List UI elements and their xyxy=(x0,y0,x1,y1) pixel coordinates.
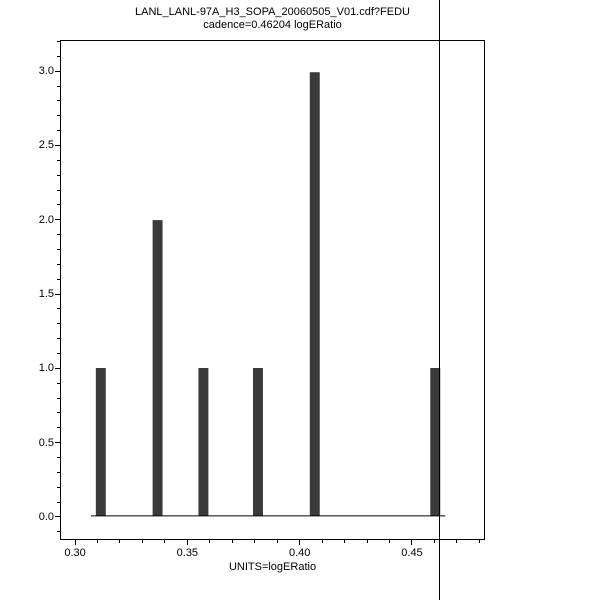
y-minor-tick xyxy=(57,55,60,57)
bar xyxy=(152,220,163,516)
chart-subtitle: cadence=0.46204 logERatio xyxy=(203,19,342,31)
chart-title: LANL_LANL-97A_H3_SOPA_20060505_V01.cdf?F… xyxy=(135,6,410,18)
cadence-marker-line xyxy=(439,0,441,600)
bars-canvas xyxy=(90,72,446,517)
y-minor-tick xyxy=(57,278,60,280)
y-tick-label: 3.0 xyxy=(38,65,54,78)
y-tick-label: 0.5 xyxy=(38,436,54,449)
y-tick-label: 1.5 xyxy=(38,288,54,301)
y-minor-tick xyxy=(57,471,60,473)
y-minor-tick xyxy=(57,40,60,42)
x-minor-tick xyxy=(344,540,346,543)
bar xyxy=(430,368,441,516)
y-major-tick xyxy=(55,516,60,518)
bar xyxy=(309,72,320,516)
bar xyxy=(252,368,263,516)
y-minor-tick xyxy=(57,382,60,384)
x-minor-tick xyxy=(119,540,121,543)
y-tick-label: 0.0 xyxy=(38,510,54,523)
y-major-tick xyxy=(55,70,60,72)
y-minor-tick xyxy=(57,531,60,533)
y-minor-tick xyxy=(57,204,60,206)
y-major-tick xyxy=(55,442,60,444)
x-minor-tick xyxy=(389,540,391,543)
x-minor-tick xyxy=(433,540,435,543)
bar xyxy=(198,368,209,516)
x-minor-tick xyxy=(254,540,256,543)
bar xyxy=(95,368,106,516)
y-minor-tick xyxy=(57,457,60,459)
y-minor-tick xyxy=(57,501,60,503)
y-minor-tick xyxy=(57,189,60,191)
x-minor-tick xyxy=(321,540,323,543)
x-minor-tick xyxy=(231,540,233,543)
x-tick-label: 0.45 xyxy=(401,547,423,559)
x-minor-tick xyxy=(276,540,278,543)
x-minor-tick xyxy=(209,540,211,543)
y-major-tick xyxy=(55,144,60,146)
y-minor-tick xyxy=(57,100,60,102)
y-tick-label: 1.0 xyxy=(38,362,54,375)
x-major-tick xyxy=(74,540,76,545)
y-minor-tick xyxy=(57,115,60,117)
x-minor-tick xyxy=(164,540,166,543)
plot-area xyxy=(60,40,485,540)
y-tick-label: 2.5 xyxy=(38,139,54,152)
y-minor-tick xyxy=(57,353,60,355)
x-minor-tick xyxy=(456,540,458,543)
x-minor-tick xyxy=(366,540,368,543)
y-minor-tick xyxy=(57,427,60,429)
x-major-tick xyxy=(411,540,413,545)
y-minor-tick xyxy=(57,234,60,236)
x-tick-label: 0.40 xyxy=(288,547,311,559)
y-minor-tick xyxy=(57,159,60,161)
x-minor-tick xyxy=(97,540,98,543)
y-minor-tick xyxy=(57,338,60,340)
x-tick-label: 0.30 xyxy=(64,547,86,559)
y-major-tick xyxy=(55,367,60,369)
y-minor-tick xyxy=(57,397,60,399)
y-minor-tick xyxy=(57,486,60,488)
x-tick-label: 0.35 xyxy=(176,547,199,559)
y-minor-tick xyxy=(57,263,60,265)
y-minor-tick xyxy=(57,85,60,87)
y-minor-tick xyxy=(57,174,60,176)
x-minor-tick xyxy=(141,540,143,543)
y-tick-label: 2.0 xyxy=(38,213,54,226)
y-major-tick xyxy=(55,219,60,221)
y-minor-tick xyxy=(57,323,60,325)
chart-title-block: LANL_LANL-97A_H3_SOPA_20060505_V01.cdf?F… xyxy=(60,6,485,32)
x-axis-label: UNITS=logERatio xyxy=(228,561,317,573)
x-minor-tick xyxy=(478,540,480,543)
y-minor-tick xyxy=(57,130,60,132)
y-minor-tick xyxy=(57,249,60,250)
y-minor-tick xyxy=(57,308,60,310)
x-major-tick xyxy=(299,540,301,545)
y-major-tick xyxy=(55,293,60,295)
y-minor-tick xyxy=(57,412,60,414)
x-major-tick xyxy=(186,540,188,545)
